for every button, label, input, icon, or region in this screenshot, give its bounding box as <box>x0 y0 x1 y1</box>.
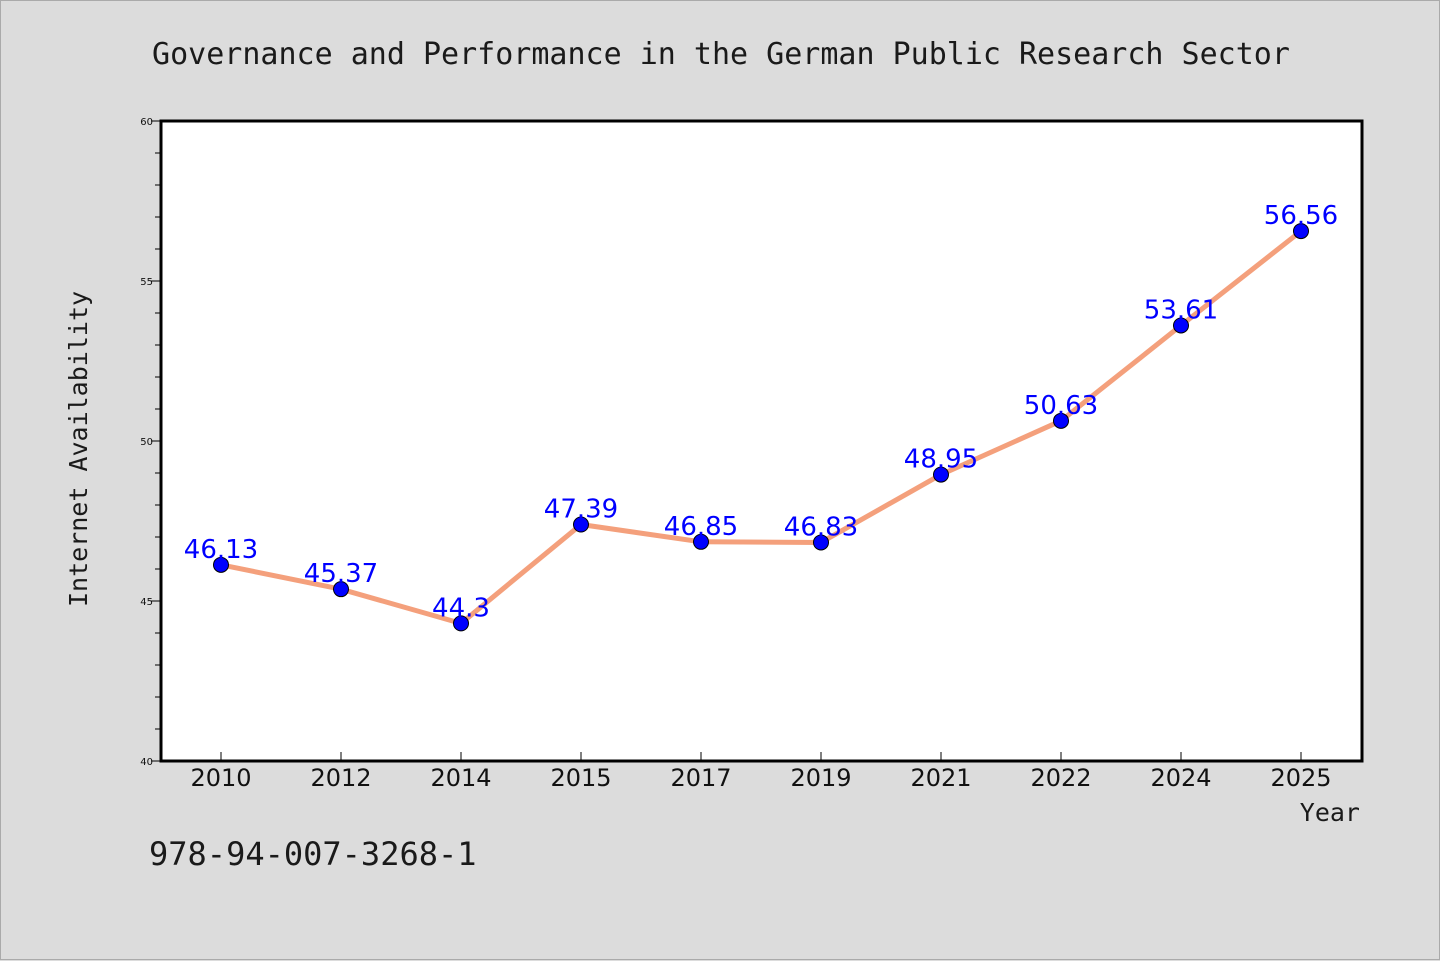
y-tick-label: 45 <box>140 597 153 608</box>
data-label: 45.37 <box>304 559 378 589</box>
data-label: 56.56 <box>1264 201 1338 231</box>
data-markers <box>213 223 1309 632</box>
x-tick-label: 2010 <box>190 764 251 792</box>
y-tick-label: 60 <box>140 117 153 128</box>
plot-area <box>159 119 1364 763</box>
data-label: 53.61 <box>1144 295 1218 325</box>
chart-title: Governance and Performance in the German… <box>152 37 1290 72</box>
series-line <box>220 229 1303 626</box>
data-label: 48.95 <box>904 445 978 475</box>
x-tick-label: 2021 <box>910 764 971 792</box>
x-tick-label: 2025 <box>1270 764 1331 792</box>
data-point <box>1173 317 1189 334</box>
data-label: 46.83 <box>784 512 858 542</box>
x-tick-label: 2022 <box>1030 764 1091 792</box>
y-axis: 40 45 50 55 60 <box>140 117 161 768</box>
data-point <box>813 534 829 551</box>
data-labels: 46.13 45.37 44.3 47.39 46.85 46.83 48.95 50.63 5… <box>184 201 1338 623</box>
x-axis-label: Year <box>1300 798 1360 827</box>
x-tick-label: 2015 <box>550 764 611 792</box>
y-tick-label: 50 <box>140 437 153 448</box>
y-axis-label: Internet Availability <box>64 291 93 607</box>
data-label: 50.63 <box>1024 391 1098 421</box>
data-label: 46.85 <box>664 512 738 542</box>
data-point <box>453 615 469 632</box>
x-tick-label: 2014 <box>430 764 491 792</box>
data-label: 44.3 <box>432 593 490 623</box>
data-point <box>1053 412 1069 429</box>
x-tick-label: 2012 <box>310 764 371 792</box>
x-tick-label: 2024 <box>1150 764 1211 792</box>
x-axis: 2010 2012 2014 2015 2017 2019 2021 2022 2024 2025 <box>190 752 1332 792</box>
y-tick-label: 55 <box>140 277 153 288</box>
x-tick-label: 2019 <box>790 764 851 792</box>
data-label: 46.13 <box>184 535 258 565</box>
data-point <box>1293 223 1309 240</box>
isbn-annotation: 978-94-007-3268-1 <box>149 835 477 873</box>
data-point <box>573 516 589 533</box>
x-tick-label: 2017 <box>670 764 731 792</box>
data-point <box>693 533 709 550</box>
y-tick-label: 40 <box>140 757 153 768</box>
data-point <box>333 581 349 598</box>
data-label: 47.39 <box>544 495 618 525</box>
data-point <box>213 556 229 573</box>
data-point <box>933 466 949 483</box>
